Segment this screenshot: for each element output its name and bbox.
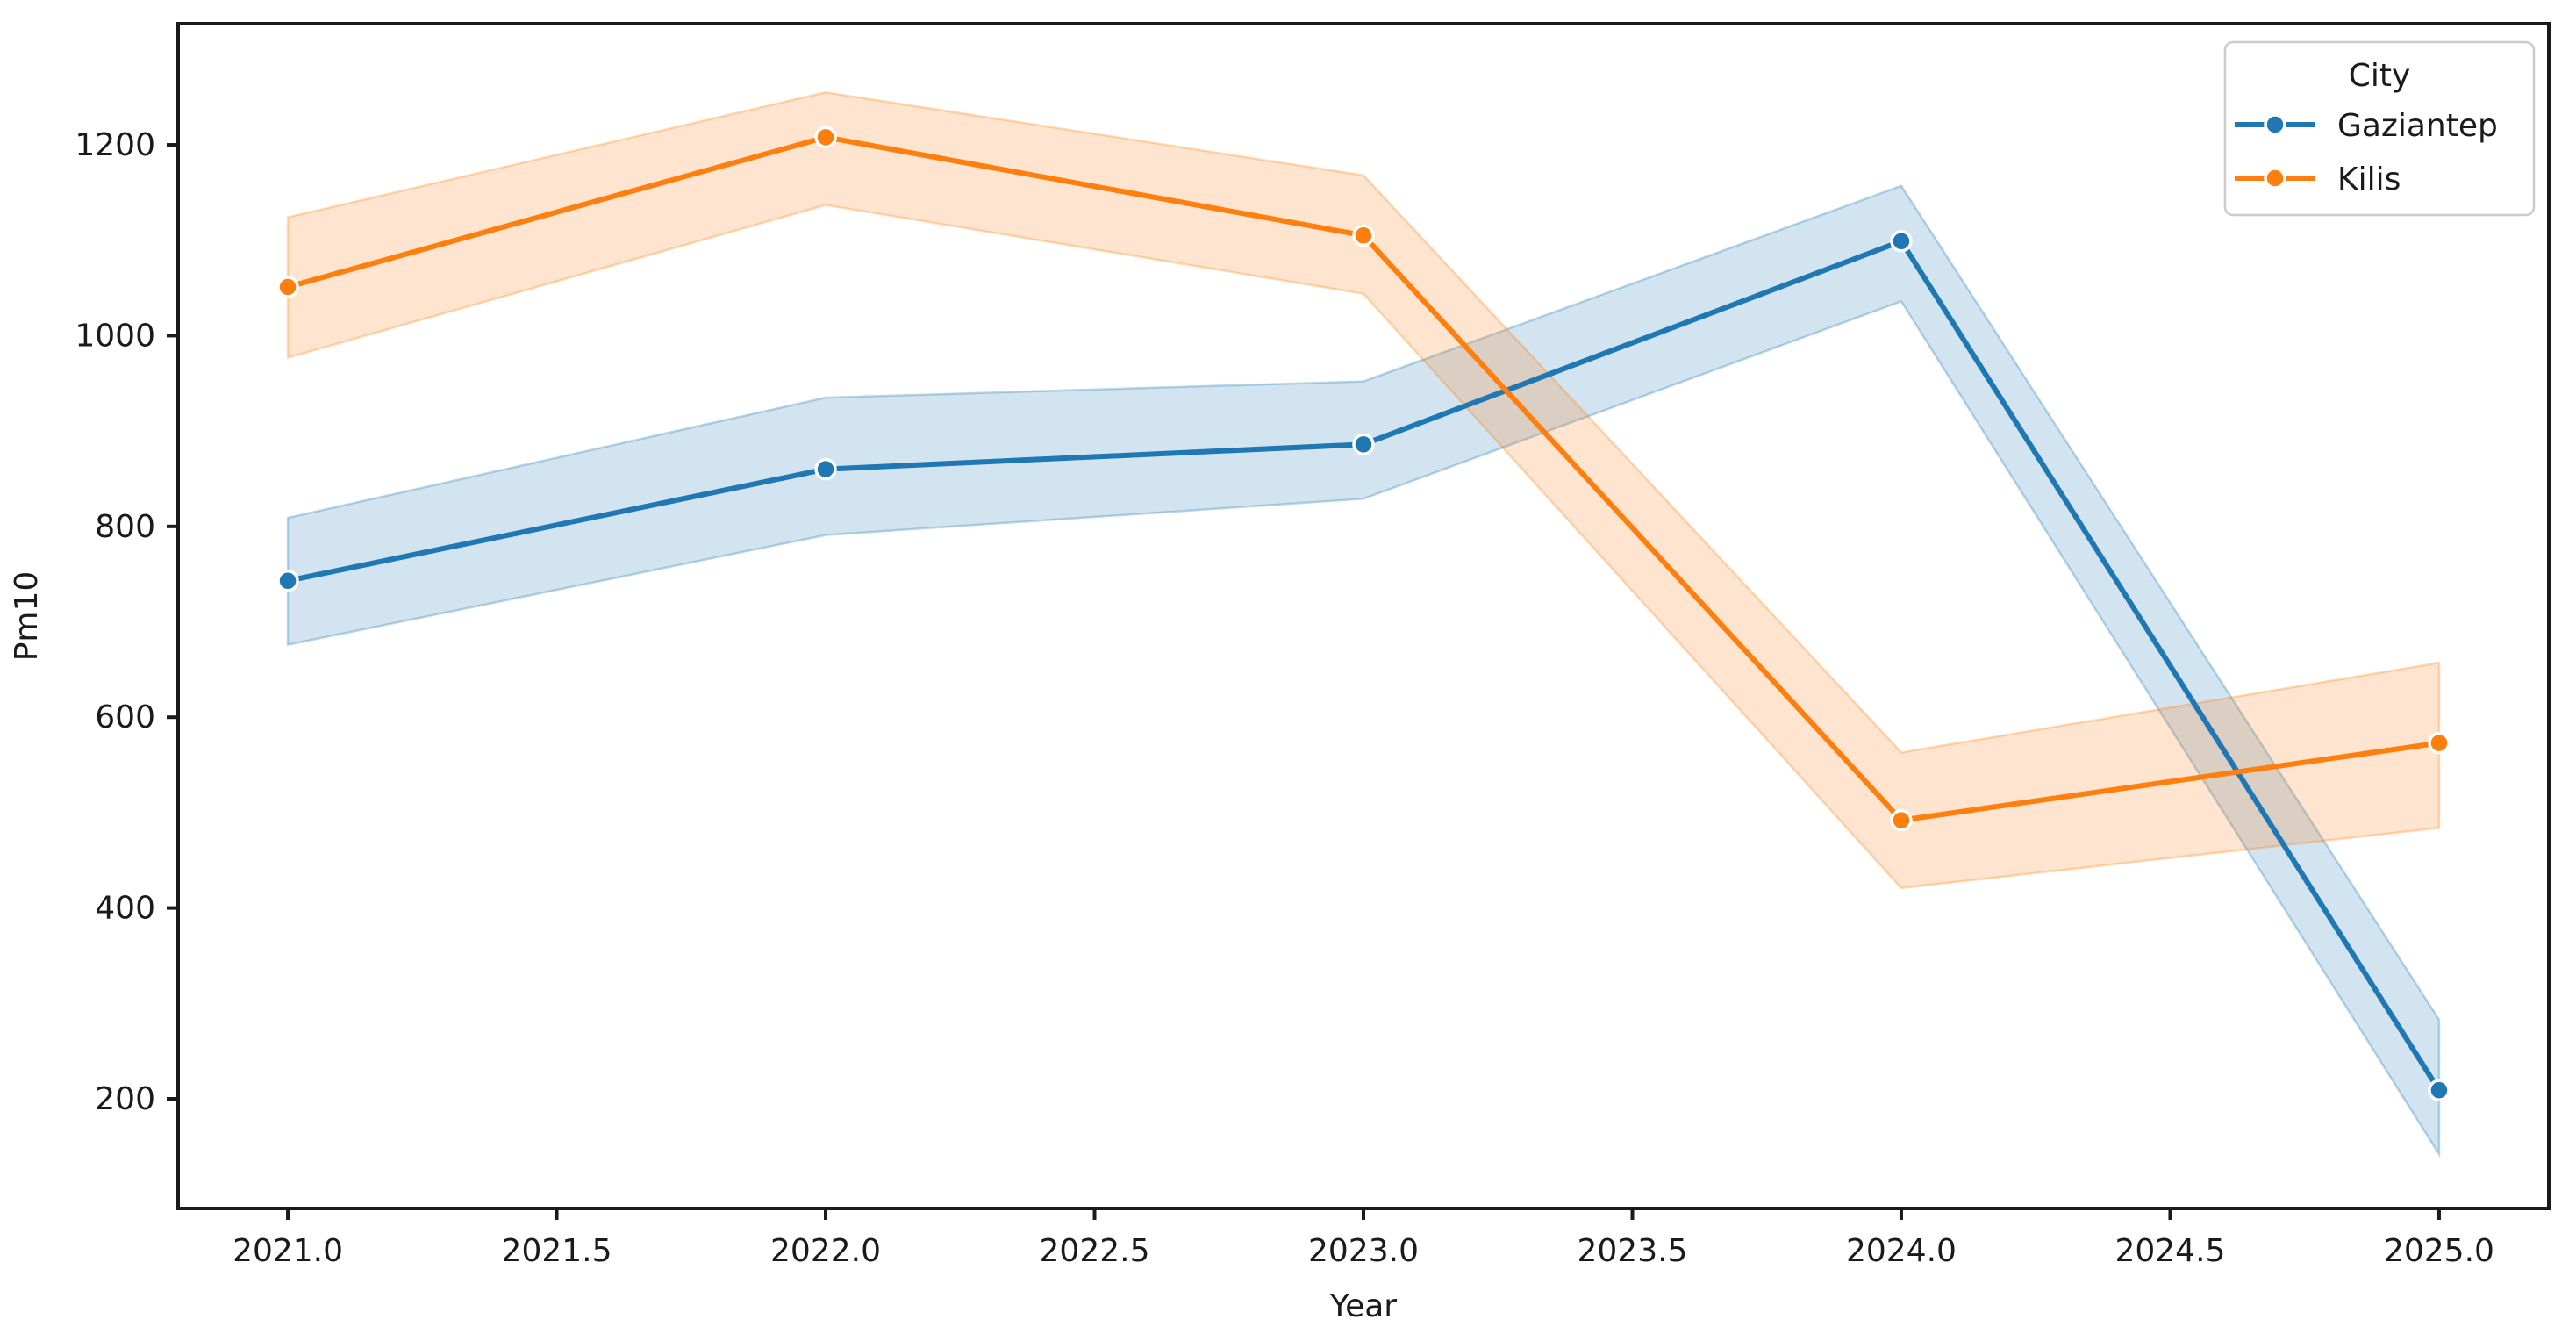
data-point-kilis-2023 (1352, 224, 1375, 247)
y-tick-label: 600 (95, 699, 155, 735)
x-tick-label: 2021.5 (502, 1233, 612, 1269)
x-tick-label: 2025.0 (2384, 1233, 2494, 1269)
legend: City Gaziantep Kilis (2223, 40, 2536, 217)
data-point-gaziantep-2022 (814, 457, 837, 481)
series-lines-layer (276, 126, 2451, 1101)
tick-marks-layer (167, 143, 2441, 1220)
legend-label-gaziantep: Gaziantep (2337, 108, 2498, 144)
x-tick-label: 2022.0 (770, 1233, 881, 1269)
y-tick-label: 1200 (75, 127, 155, 163)
legend-label-kilis: Kilis (2337, 161, 2401, 197)
data-point-kilis-2022 (814, 126, 837, 149)
series-line-gaziantep (287, 238, 2442, 1092)
legend-box (2223, 40, 2536, 217)
x-tick-label: 2022.5 (1040, 1233, 1150, 1269)
data-point-gaziantep-2021 (276, 570, 299, 592)
legend-entries: Gaziantep Kilis (2235, 108, 2498, 197)
tick-labels-layer: 2021.0 2021.5 2022.0 2022.5 2023.0 2023.5 2024… (75, 127, 2494, 1269)
data-point-gaziantep-2024 (1890, 230, 1913, 253)
data-point-gaziantep-2025 (2428, 1079, 2451, 1101)
legend-marker-kilis (2264, 167, 2286, 190)
legend-title: City (2349, 58, 2411, 94)
x-tick-label: 2024.5 (2114, 1233, 2225, 1269)
legend-marker-gaziantep (2264, 113, 2286, 136)
data-point-kilis-2021 (276, 276, 299, 298)
x-tick-label: 2023.0 (1308, 1233, 1419, 1269)
data-point-gaziantep-2023 (1352, 433, 1375, 456)
y-tick-label: 1000 (75, 318, 155, 354)
data-point-kilis-2024 (1890, 808, 1913, 832)
y-tick-label: 400 (95, 891, 155, 927)
x-tick-label: 2021.0 (233, 1233, 343, 1269)
confidence-band-kilis (286, 90, 2441, 890)
x-axis-label: Year (1329, 1288, 1397, 1324)
data-point-kilis-2025 (2428, 731, 2451, 755)
confidence-bands-layer (286, 90, 2441, 1158)
y-tick-label: 800 (95, 509, 155, 545)
y-axis-label: Pm10 (9, 571, 45, 662)
y-tick-label: 200 (95, 1081, 155, 1117)
confidence-band-gaziantep (286, 184, 2441, 1158)
x-tick-label: 2023.5 (1578, 1233, 1688, 1269)
x-tick-label: 2024.0 (1846, 1233, 1957, 1269)
